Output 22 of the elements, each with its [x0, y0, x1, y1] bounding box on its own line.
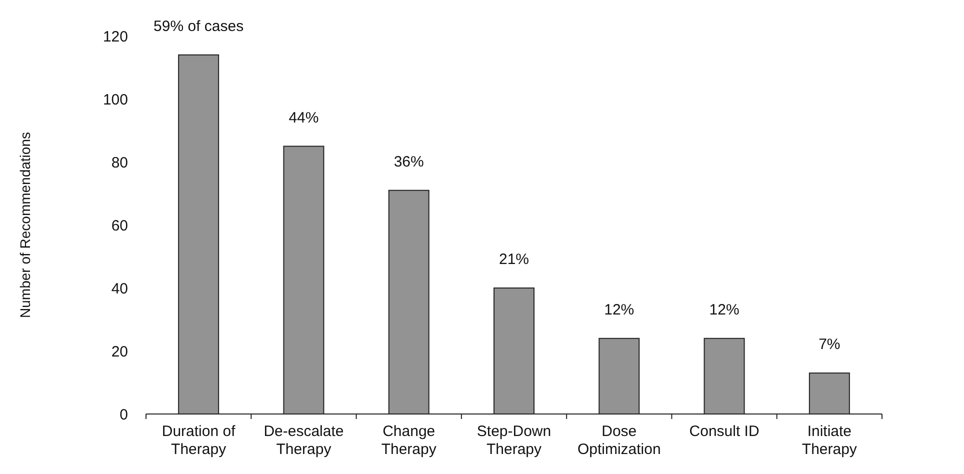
y-tick-label: 20 [111, 343, 128, 360]
annotation: 7% [818, 336, 840, 354]
annotation: 12% [604, 301, 634, 318]
x-tick-label: Initiate Therapy [802, 423, 858, 458]
annotation: 36% [394, 153, 424, 170]
x-tick-label: De-escalate Therapy [264, 423, 344, 458]
annotation: 21% [498, 251, 530, 268]
x-tick-label: Step-Down Therapy [476, 423, 552, 458]
annotation: 12% [709, 301, 740, 318]
y-tick-label: 40 [111, 280, 128, 298]
y-tick-label: 120 [102, 28, 128, 46]
annotation: 59% of cases [154, 18, 244, 35]
x-tick-label: Consult ID [689, 423, 760, 440]
y-tick-label: 100 [102, 91, 128, 108]
annotation: 44% [288, 109, 319, 126]
y-tick-label: 80 [111, 154, 128, 172]
x-tick-label: Dose Optimization [577, 423, 661, 458]
y-tick-label: 0 [120, 406, 128, 424]
y-tick-label: 60 [111, 217, 128, 234]
x-tick-label: Duration of Therapy [162, 423, 236, 458]
x-tick-label: Change Therapy [381, 423, 437, 458]
y-axis-title: Number of Recommendations [17, 132, 33, 318]
